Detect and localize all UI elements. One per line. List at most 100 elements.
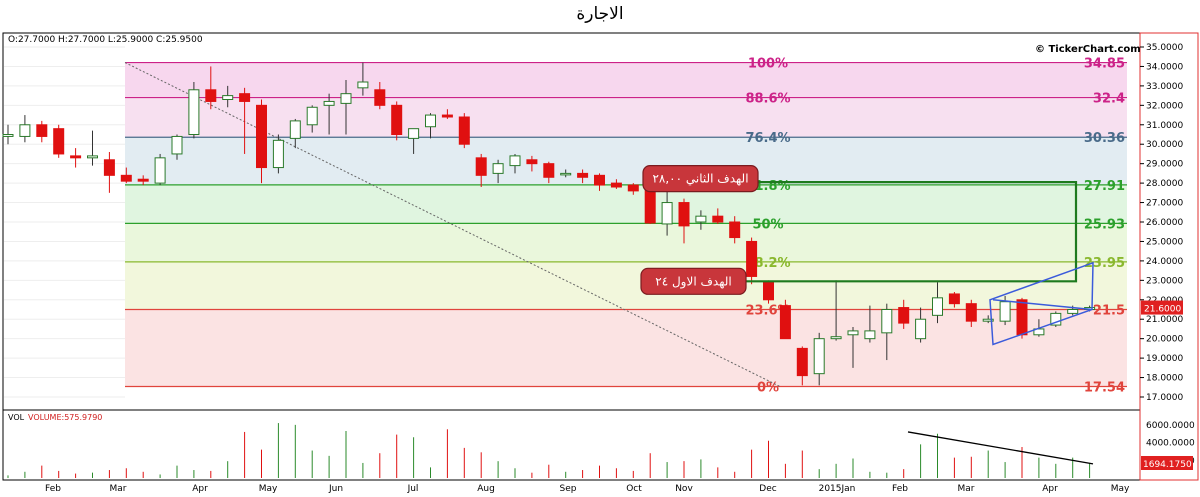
candle-body xyxy=(391,104,403,136)
fib-band xyxy=(125,97,1127,138)
y-tick-label: 17.0000 xyxy=(1146,393,1183,403)
volume-value-label: VOLUME:575.9790 xyxy=(28,413,102,422)
y-tick-label: 20.0000 xyxy=(1146,335,1183,345)
y-tick-label: 35.0000 xyxy=(1146,43,1183,53)
candle-body xyxy=(171,135,183,155)
y-tick-label: 19.0000 xyxy=(1146,354,1183,364)
candle-body xyxy=(763,281,774,301)
fib-value-label: 23.95 xyxy=(1084,256,1125,271)
y-tick-label: 18.0000 xyxy=(1146,374,1183,384)
annotations: الهدف الثاني ٢٨,٠٠ الهدف الاول ٢٤ xyxy=(640,165,1094,346)
fib-value-label: 32.4 xyxy=(1093,92,1125,107)
candle-body xyxy=(103,159,115,176)
candle-body xyxy=(847,330,859,336)
candle-body xyxy=(813,338,825,375)
candle-body xyxy=(526,159,538,165)
y-tick-label: 23.0000 xyxy=(1146,276,1183,286)
fib-value-label: 21.5 xyxy=(1093,304,1125,319)
candle-body xyxy=(1050,312,1062,326)
x-tick-label: Mar xyxy=(110,484,127,493)
candle-body xyxy=(340,93,352,104)
target-callout-label: الهدف الاول ٢٤ xyxy=(655,274,731,289)
candle-body xyxy=(594,174,605,186)
candle-body xyxy=(830,336,842,340)
candle-body xyxy=(256,104,267,169)
candle-body xyxy=(357,81,369,89)
y-tick-label: 33.0000 xyxy=(1146,82,1183,92)
candle-body xyxy=(53,128,65,155)
candle-body xyxy=(543,163,555,178)
candle-body xyxy=(610,182,622,188)
diagonal-trendline xyxy=(124,62,781,387)
candle-body xyxy=(898,307,910,324)
candle-body xyxy=(982,318,994,322)
chart-title: الاجارة xyxy=(576,4,624,24)
last-price-tag xyxy=(1141,300,1183,315)
y-tick-label: 30.0000 xyxy=(1146,140,1183,150)
candle-body xyxy=(644,188,656,224)
candle-body xyxy=(1067,309,1079,314)
candle-body xyxy=(712,215,724,223)
x-axis: Feb Mar Apr May Jun Jul Aug Sep Oct Nov Dec 2015Jan… xyxy=(45,484,1130,494)
candle-body xyxy=(678,202,690,227)
candle-body xyxy=(729,221,741,239)
candle-body xyxy=(661,202,673,225)
candle-body xyxy=(458,116,470,145)
candle-body xyxy=(137,178,149,182)
candle-body xyxy=(864,330,876,340)
candle-body xyxy=(239,93,251,102)
x-tick-label: Feb xyxy=(892,484,908,493)
y-tick-label: 26.0000 xyxy=(1146,218,1183,228)
candle-body xyxy=(915,318,927,340)
fib-pct-label: 88.6% xyxy=(745,92,790,107)
y-tick-label: 32.0000 xyxy=(1146,101,1183,111)
y-tick-label: 27.0000 xyxy=(1146,199,1183,209)
fib-value-label: 34.85 xyxy=(1084,57,1125,72)
fib-pct-label: 100% xyxy=(748,57,788,72)
x-tick-label: Jul xyxy=(407,484,419,493)
candles xyxy=(2,62,1096,386)
fib-pct-label: 23.6% xyxy=(745,304,790,319)
candle-body xyxy=(948,293,960,305)
x-tick-label: Aug xyxy=(477,484,495,493)
candle-body xyxy=(36,124,48,137)
candle-body xyxy=(627,184,639,192)
y-tick-label: 29.0000 xyxy=(1146,160,1183,170)
fib-value-label: 30.36 xyxy=(1084,131,1125,146)
candle-body xyxy=(475,157,487,176)
candle-body xyxy=(577,172,589,178)
fib-pct-label: 50% xyxy=(752,217,783,232)
target-box xyxy=(720,181,1078,283)
x-tick-label: Nov xyxy=(675,484,693,493)
candle-body xyxy=(272,139,284,169)
fib-band xyxy=(125,261,1127,310)
candle-body xyxy=(306,106,318,126)
fib-value-label: 27.91 xyxy=(1084,179,1125,194)
fib-band xyxy=(125,137,1127,185)
candle-body xyxy=(746,240,758,277)
candle-body xyxy=(1016,299,1028,336)
fib-bands xyxy=(125,62,1127,387)
volume-label: VOL xyxy=(8,413,25,422)
price-axis xyxy=(1139,32,1199,481)
candle-body xyxy=(154,157,166,184)
last-price-label: 21.6000 xyxy=(1144,305,1181,315)
candle-body xyxy=(932,297,943,316)
candle-body xyxy=(120,174,132,182)
x-tick-label: Apr xyxy=(192,484,208,493)
candle-body xyxy=(695,215,707,223)
candle-body xyxy=(408,128,420,139)
fib-band xyxy=(125,223,1127,262)
x-tick-label: Jun xyxy=(328,484,343,493)
candle-body xyxy=(87,155,98,159)
y-tick-label: 34.0000 xyxy=(1146,62,1183,72)
fib-band xyxy=(125,184,1127,224)
fib-band xyxy=(125,62,1127,98)
x-tick-label: 2015Jan xyxy=(819,484,856,493)
x-tick-label: Oct xyxy=(626,484,642,493)
candle-body xyxy=(492,163,504,174)
